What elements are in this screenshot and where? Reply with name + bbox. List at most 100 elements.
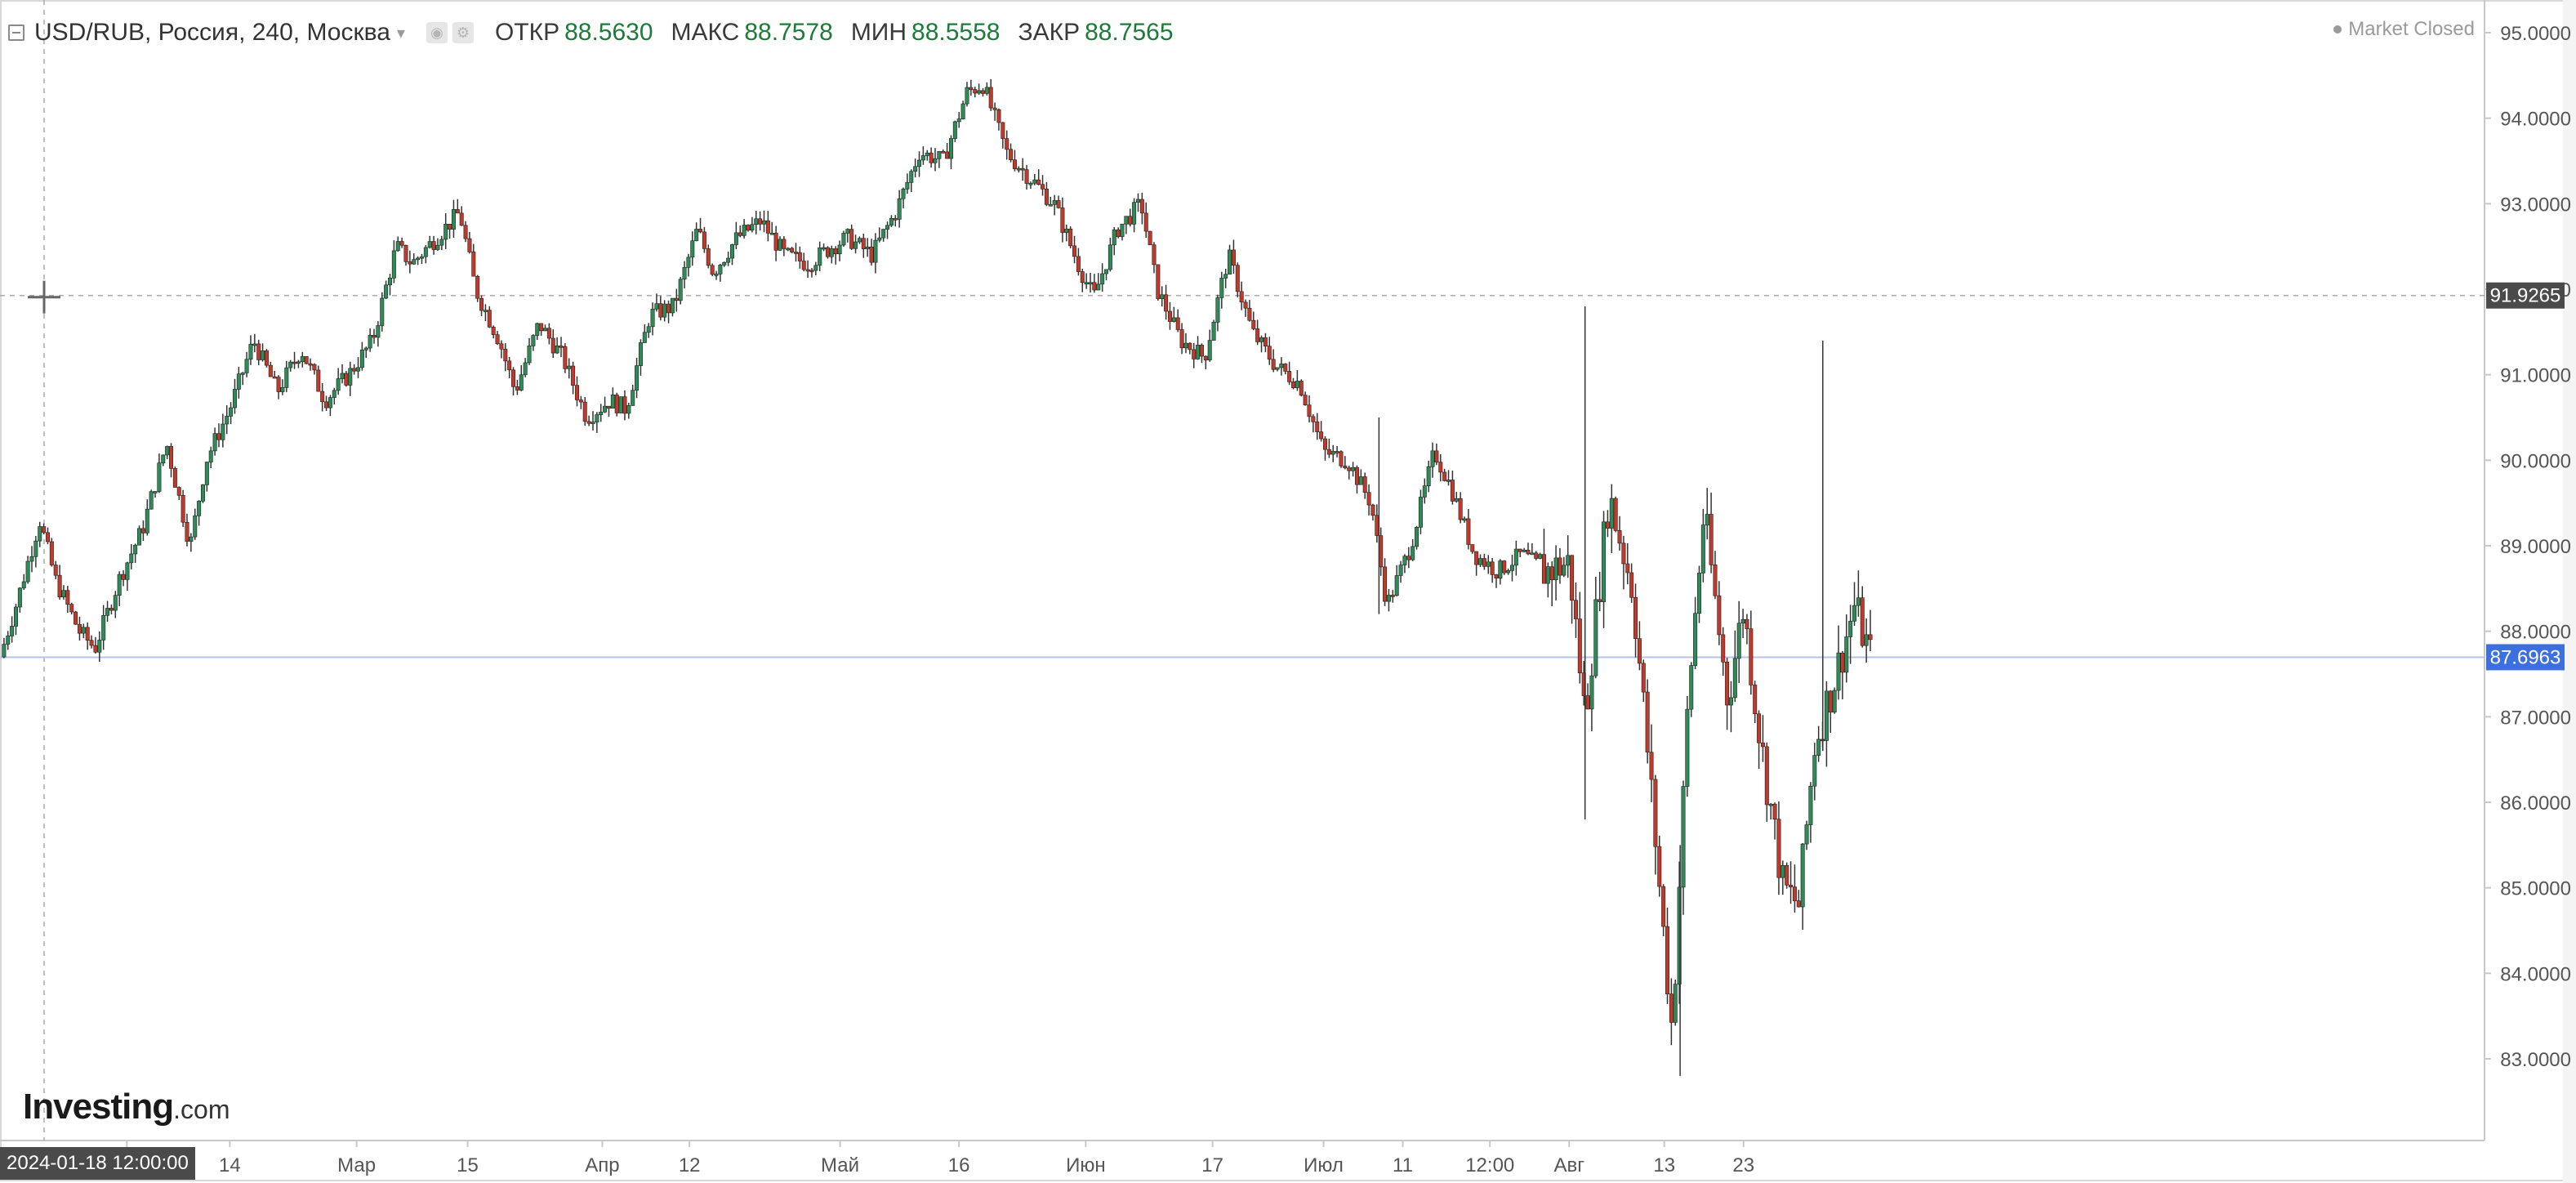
candle-body xyxy=(666,303,671,314)
candle-body xyxy=(471,252,476,277)
candle-body xyxy=(272,376,277,379)
candle-body xyxy=(1223,274,1228,279)
candle-body xyxy=(1048,204,1053,207)
y-tick-label: 93.0000 xyxy=(2500,194,2571,216)
candle-body xyxy=(778,239,782,251)
candle-body xyxy=(591,422,595,425)
candle-body xyxy=(773,232,778,251)
chevron-down-icon[interactable]: ▾ xyxy=(396,24,405,42)
candle-body xyxy=(176,487,181,496)
candle-body xyxy=(503,348,508,362)
candle-body xyxy=(1824,690,1829,741)
low-value: 88.5558 xyxy=(911,19,1001,46)
candle-body xyxy=(1745,618,1749,629)
crosshair-price-label: 91.9265 xyxy=(2490,285,2561,307)
candle-body xyxy=(1426,467,1431,486)
high-label: МАКС xyxy=(671,19,740,46)
candle-body xyxy=(1406,556,1411,560)
candle-body xyxy=(427,241,432,248)
x-tick-label: Май xyxy=(821,1154,859,1176)
candle-body xyxy=(1076,256,1081,272)
x-tick-label: Авг xyxy=(1554,1154,1585,1176)
candle-body xyxy=(829,248,834,257)
candle-body xyxy=(157,462,162,492)
candle-body xyxy=(296,361,301,364)
candle-body xyxy=(567,365,572,369)
candle-body xyxy=(384,284,389,299)
candle-body xyxy=(1390,595,1395,597)
candle-body xyxy=(1307,404,1312,417)
candle-body xyxy=(1343,466,1348,468)
visibility-icon[interactable]: ◉ xyxy=(426,22,448,43)
candle-body xyxy=(256,343,261,360)
candle-body xyxy=(941,151,946,154)
candle-body xyxy=(845,229,850,234)
candle-body xyxy=(359,350,364,368)
market-status-text: Market Closed xyxy=(2348,18,2475,40)
candle-body xyxy=(694,229,699,242)
candle-body xyxy=(244,359,249,373)
candle-body xyxy=(1394,575,1399,596)
candle-body xyxy=(1605,521,1610,529)
candle-body xyxy=(546,328,551,339)
settings-icon[interactable]: ⚙ xyxy=(452,22,474,43)
candle-body xyxy=(324,401,329,408)
candles-group xyxy=(2,78,1873,1076)
collapse-icon[interactable] xyxy=(8,25,25,41)
candle-body xyxy=(495,334,500,345)
crosshair-time-label: 2024-01-18 12:00:00 xyxy=(0,1147,195,1180)
candle-body xyxy=(658,303,663,318)
candle-body xyxy=(1450,480,1455,502)
candle-body xyxy=(1299,381,1304,395)
candle-body xyxy=(1347,467,1352,471)
candle-body xyxy=(813,265,818,271)
ohlc-readout: ОТКР 88.5630 МАКС 88.7578 МИН 88.5558 ЗА… xyxy=(495,19,1192,47)
candle-body xyxy=(1625,563,1630,574)
candle-body xyxy=(74,611,78,625)
candle-body xyxy=(1705,514,1709,525)
symbol-title[interactable]: USD/RUB, Россия, 240, Москва xyxy=(34,19,390,46)
candle-body xyxy=(1669,993,1674,1023)
candle-body xyxy=(1490,561,1495,575)
candle-body xyxy=(650,308,655,328)
candle-body xyxy=(726,257,731,263)
candle-body xyxy=(1251,319,1256,329)
open-label: ОТКР xyxy=(494,19,560,46)
candle-body xyxy=(631,390,635,406)
candle-body xyxy=(153,491,158,493)
candle-body xyxy=(1498,560,1503,578)
candle-body xyxy=(1434,450,1439,462)
candle-body xyxy=(1287,371,1292,382)
candle-body xyxy=(730,244,735,259)
candle-body xyxy=(459,212,464,226)
candle-body xyxy=(1828,690,1833,713)
candle-body xyxy=(917,159,922,167)
candle-body xyxy=(376,325,381,338)
candle-body xyxy=(1541,554,1546,584)
candle-body xyxy=(523,362,528,376)
candle-body xyxy=(1657,846,1662,887)
x-tick-label: 14 xyxy=(219,1154,241,1176)
x-tick-label: Июн xyxy=(1066,1154,1106,1176)
candle-body xyxy=(1255,328,1260,342)
candle-body xyxy=(1573,600,1578,619)
candle-body xyxy=(1259,337,1264,342)
candle-body xyxy=(1780,865,1785,878)
candle-body xyxy=(1641,663,1646,693)
candle-body xyxy=(1044,188,1049,205)
candle-body xyxy=(97,640,102,653)
candle-body xyxy=(837,244,842,255)
candle-body xyxy=(754,218,759,225)
candle-body xyxy=(1188,342,1192,350)
candle-body xyxy=(1339,451,1344,467)
candle-body xyxy=(1196,345,1201,359)
candle-body xyxy=(356,367,361,372)
candle-body xyxy=(865,247,870,249)
candle-body xyxy=(948,138,953,159)
y-tick-label: 88.0000 xyxy=(2500,622,2571,644)
x-tick-label: 12:00 xyxy=(1465,1154,1514,1176)
candle-body xyxy=(550,337,555,354)
candle-body xyxy=(38,526,42,542)
